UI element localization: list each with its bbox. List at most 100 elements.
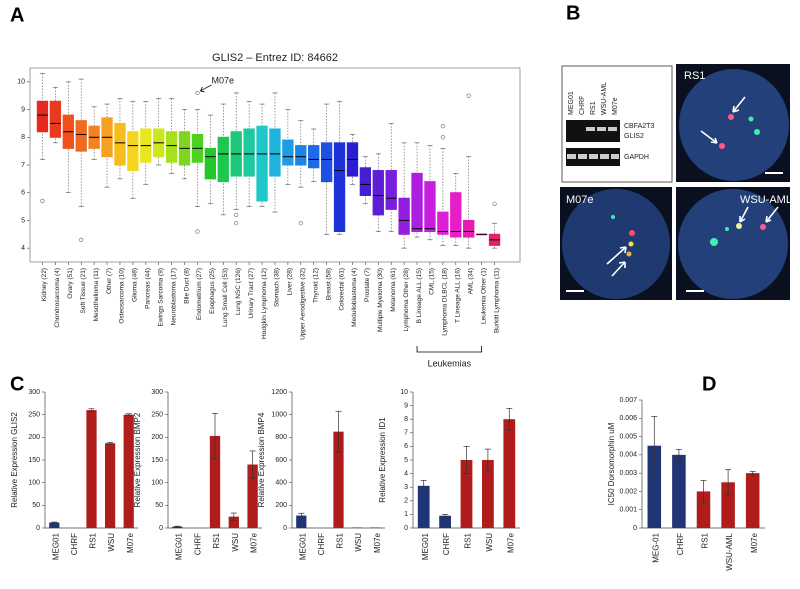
x-tick-label: Lung Small Cell (53) [222,268,229,327]
x-tick-label: MEG01 [175,532,184,560]
y-tick-label: 300 [28,389,40,396]
gel-band-label: GLIS2 [624,133,644,140]
panel-label: D [702,373,716,395]
x-tick-label: RS1 [701,532,710,548]
x-tick-label: CML (15) [429,268,436,295]
y-tick-label: 150 [28,457,40,464]
gel-lane-label: M07e [612,97,619,115]
outlier [40,198,45,204]
y-tick-label: 8 [404,416,408,423]
box [308,145,320,169]
box [282,139,294,166]
y-tick-label: 5 [404,457,408,464]
x-tick-label: MEG01 [298,532,307,560]
box [256,125,268,202]
x-tick-label: Stomach (38) [274,268,281,307]
group-bracket [416,346,483,353]
x-tick-label: MEG01 [51,532,60,560]
x-tick-label: WSU-AML [725,532,734,570]
x-tick-label: Glioma (48) [132,268,139,302]
box [75,120,87,152]
x-tick-label: RS1 [464,532,473,548]
x-tick-label: Mesothelioma (11) [93,268,100,321]
bar [86,410,97,528]
x-tick-label: WSU [485,533,494,552]
x-tick-label: Melanoma (61) [390,268,397,312]
y-axis-title: IC50 Dorsomorphin uM [607,422,616,505]
x-tick-label: Thyroid (12) [312,268,319,303]
gel-lane-label: RS1 [590,101,597,115]
y-tick-label: 2 [404,498,408,505]
y-tick-label: 7 [404,430,408,437]
box [295,145,307,166]
bar [417,485,430,528]
bar [370,527,381,528]
outlier [195,229,200,234]
x-tick-label: Multiple Myeloma (30) [377,268,384,332]
y-tick-label: 600 [275,457,287,464]
box [450,192,462,238]
chart-title: GLIS2 – Entrez ID: 84662 [212,52,338,64]
x-tick-label: Lung NSC (126) [235,268,242,315]
svg-text:M07e: M07e [566,194,594,206]
x-tick-label: WSU [231,533,240,552]
x-tick-label: RS1 [89,532,98,548]
box [424,181,436,233]
x-tick-label: B Lineage ALL (15) [416,268,423,323]
y-tick-label: 200 [275,502,287,509]
y-tick-label: 100 [151,480,163,487]
x-tick-label: Soft Tissue (21) [80,268,87,314]
x-tick-label: Other (7) [106,268,113,294]
x-tick-label: Prostate (7) [364,268,371,302]
box [36,100,49,133]
bar [247,464,258,528]
bar [49,522,60,528]
x-tick-label: CHRF [317,533,326,555]
bar [439,515,451,528]
box [320,142,333,183]
x-tick-label: Liver (28) [287,268,294,295]
bar [672,454,686,528]
bar [503,419,516,528]
y-tick-label: 10 [17,79,25,86]
x-tick-label: M07e [750,532,759,553]
x-tick-label: Bile Duct (8) [183,268,190,304]
x-tick-label: Kidney (22) [41,268,48,301]
box [385,170,397,210]
y-tick-label: 1 [404,511,408,518]
x-tick-label: Neuroblastoma (17) [170,268,177,325]
y-tick-label: 800 [275,434,287,441]
y-tick-label: 9 [21,106,25,113]
gel-lane-label: WSU-AML [601,82,608,115]
y-tick-label: 1000 [271,412,287,419]
x-tick-label: WSU [107,533,116,552]
box [269,128,281,177]
gel-bands [567,127,619,159]
fish-image: WSU-AML [676,187,792,300]
x-tick-label: Lymphoma Other (28) [403,268,410,331]
box [114,122,126,166]
outlier [195,90,200,96]
y-tick-label: 200 [151,434,163,441]
y-tick-label: 0.007 [619,397,637,404]
fish-image: M07e [560,187,672,300]
bar [696,491,711,528]
y-tick-label: 6 [404,443,408,450]
x-tick-label: RS1 [212,532,221,548]
panel-label: C [10,373,24,395]
x-tick-label: Ewings Sarcoma (9) [157,268,164,327]
panel-label: B [566,2,580,24]
bar [228,516,239,528]
box [398,197,410,235]
y-tick-label: 8 [21,134,25,141]
y-tick-label: 0 [633,525,637,532]
outlier [492,201,497,206]
outlier [234,212,239,217]
y-tick-label: 0 [404,525,408,532]
y-axis-title: Relative Expression BMP4 [257,412,266,507]
x-tick-label: Breast (58) [325,268,332,300]
x-tick-label: M07e [250,532,259,553]
y-axis-title: Relative Expression ID1 [378,417,387,503]
box [333,142,346,233]
